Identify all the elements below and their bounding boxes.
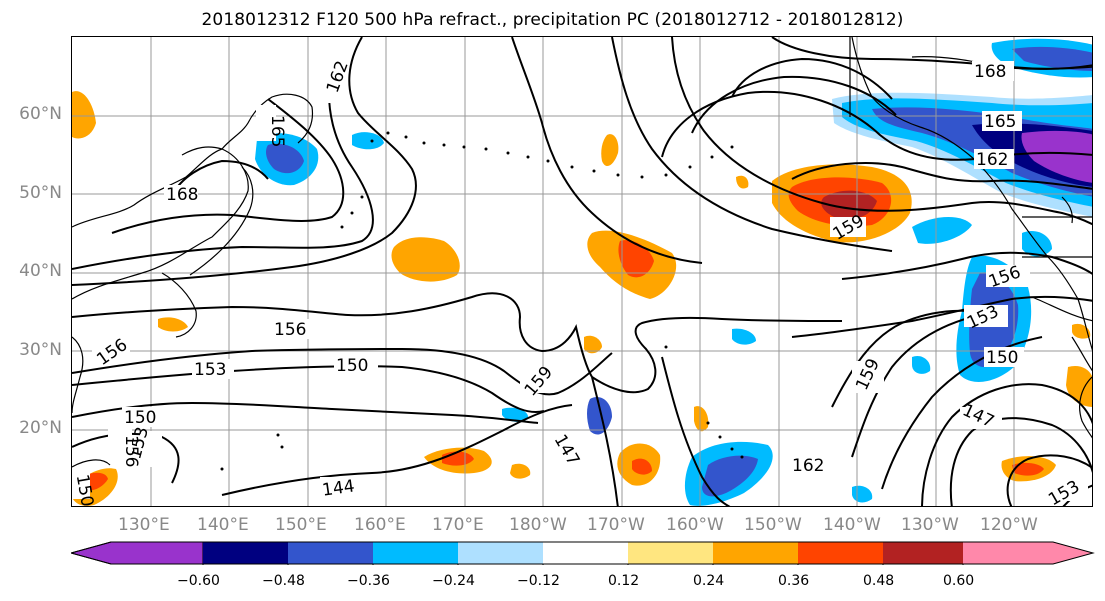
longitude-label: 170°E <box>432 515 484 535</box>
precip-negative-area <box>702 455 758 497</box>
precip-negative-area <box>732 328 756 345</box>
precip-positive-area <box>632 458 652 475</box>
contour-label: 162 <box>323 58 353 95</box>
colorbar-tick-label: −0.12 <box>517 573 560 589</box>
colorbar-segment <box>628 542 713 564</box>
precip-positive-area <box>391 237 460 282</box>
colorbar-tick-label: 0.60 <box>943 573 975 589</box>
map-canvas: 168 165 162 168 165 162 159 156 153 150 <box>72 37 1092 507</box>
precip-negative-area <box>852 485 873 503</box>
colorbar-segment <box>713 542 798 564</box>
contour-label: 156 <box>121 435 141 467</box>
contour-label: 165 <box>267 115 287 147</box>
colorbar-segment <box>458 542 543 564</box>
latitude-label: 60°N <box>19 104 62 124</box>
contour-label: 162 <box>792 456 824 476</box>
colorbar-tick-label: 0.48 <box>863 573 895 589</box>
precip-positive-area <box>510 463 531 479</box>
contour-label: 150 <box>72 473 97 507</box>
precip-negative-area <box>1021 130 1092 183</box>
colorbar-segment <box>798 542 883 564</box>
longitude-label: 180°W <box>509 515 567 535</box>
longitude-label: 140°W <box>823 515 881 535</box>
colorbar-segment <box>963 542 1093 564</box>
colorbar-segment <box>883 542 963 564</box>
latitude-label: 30°N <box>19 340 62 360</box>
colorbar-segment <box>543 542 628 564</box>
longitude-label: 170°W <box>587 515 645 535</box>
longitude-label: 140°E <box>197 515 249 535</box>
colorbar <box>71 541 1095 565</box>
colorbar-tick-label: 0.12 <box>608 573 640 589</box>
longitude-label: 160°W <box>666 515 724 535</box>
precip-positive-area <box>158 317 188 332</box>
precip-negative-area <box>502 407 529 422</box>
map-plot-area: 168 165 162 168 165 162 159 156 153 150 <box>71 36 1093 507</box>
colorbar-segment <box>373 542 458 564</box>
colorbar-tick-label: −0.48 <box>262 573 305 589</box>
contour-label: 144 <box>321 476 356 500</box>
contour-label: 162 <box>976 150 1008 170</box>
contour-label: 150 <box>336 356 368 376</box>
contour-label: 150 <box>986 348 1018 368</box>
longitude-label: 130°E <box>118 515 170 535</box>
contour-labels: 168 165 162 168 165 162 159 156 153 150 <box>72 58 1088 507</box>
colorbar-segment <box>288 542 373 564</box>
precip-negative-area <box>587 397 612 435</box>
colorbar-tick-label: −0.24 <box>432 573 475 589</box>
precip-negative-area <box>912 355 931 374</box>
colorbar-tick-label: −0.60 <box>177 573 220 589</box>
colorbar-tick-label: 0.36 <box>778 573 810 589</box>
precip-positive-area <box>1012 462 1044 476</box>
longitude-label: 130°W <box>901 515 959 535</box>
contour-label: 153 <box>194 360 226 380</box>
colorbar-tick-label: 0.24 <box>693 573 725 589</box>
latitude-label: 20°N <box>19 418 62 438</box>
contour-label: 168 <box>166 185 198 205</box>
latitude-label: 50°N <box>19 183 62 203</box>
colorbar-segment <box>203 542 288 564</box>
refractivity-contours <box>72 37 1092 506</box>
precip-positive-area <box>821 190 877 220</box>
precip-positive-area <box>736 175 749 189</box>
precip-positive-area <box>601 134 619 167</box>
longitude-label: 120°W <box>980 515 1038 535</box>
precip-negative-area <box>352 132 384 150</box>
longitude-label: 150°W <box>744 515 802 535</box>
contour-label: 168 <box>974 62 1006 82</box>
precip-negative-area <box>912 216 972 244</box>
precip-negative-area <box>266 143 304 174</box>
precip-negative-area <box>1012 46 1092 71</box>
colorbar-segment <box>71 541 204 565</box>
latitude-label: 40°N <box>19 261 62 281</box>
longitude-label: 160°E <box>354 515 406 535</box>
longitude-label: 150°E <box>275 515 327 535</box>
contour-label: 156 <box>274 320 306 340</box>
precip-positive-area <box>694 406 709 432</box>
contour-label: 165 <box>984 112 1016 132</box>
map-title: 2018012312 F120 500 hPa refract., precip… <box>201 10 904 30</box>
precip-positive-area <box>72 91 96 139</box>
contour-label: 150 <box>124 408 156 428</box>
colorbar-tick-label: −0.36 <box>347 573 390 589</box>
precip-positive-area <box>584 335 602 354</box>
